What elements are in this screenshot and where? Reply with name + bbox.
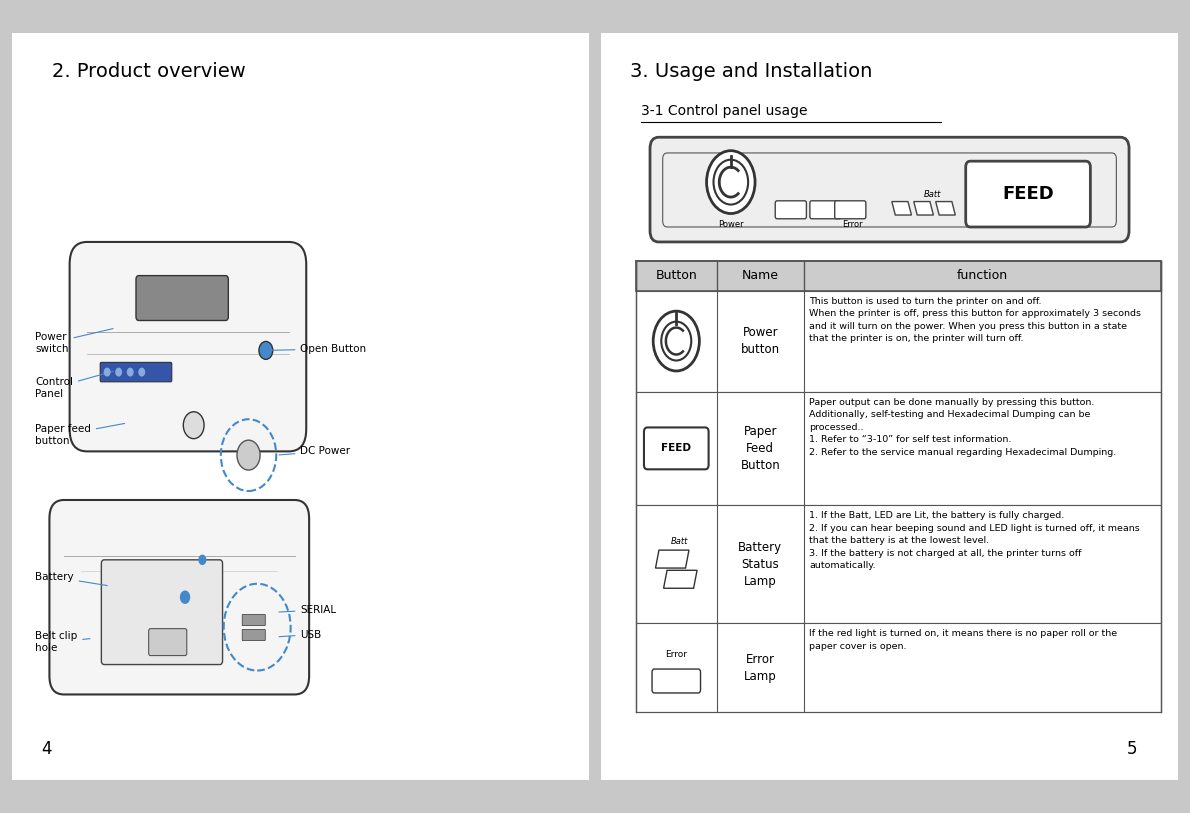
Text: SERIAL: SERIAL [278,605,337,615]
Text: Error: Error [665,650,688,659]
FancyBboxPatch shape [149,628,187,655]
Polygon shape [891,202,912,215]
Text: If the red light is turned on, it means there is no paper roll or the
paper cove: If the red light is turned on, it means … [809,629,1117,651]
FancyBboxPatch shape [966,161,1090,227]
Text: DC Power: DC Power [278,446,351,456]
Text: Power: Power [718,220,744,228]
Circle shape [115,367,123,376]
FancyBboxPatch shape [100,363,171,382]
Circle shape [237,440,261,470]
Text: 5: 5 [1127,740,1138,758]
Text: Batt: Batt [925,189,941,198]
Text: Power
switch: Power switch [35,328,113,354]
FancyBboxPatch shape [101,560,223,664]
Text: 4: 4 [40,740,51,758]
FancyBboxPatch shape [6,25,595,788]
Text: Paper output can be done manually by pressing this button.
Additionally, self-te: Paper output can be done manually by pre… [809,398,1116,457]
FancyBboxPatch shape [775,201,807,219]
Text: Error: Error [841,220,863,228]
Text: Name: Name [741,269,778,282]
Text: Batt: Batt [670,537,688,546]
Circle shape [127,367,133,376]
Text: FEED: FEED [1002,185,1054,203]
Bar [635,290,1160,392]
Text: Button: Button [656,269,697,282]
Text: FEED: FEED [662,443,691,454]
Circle shape [653,311,700,371]
Text: USB: USB [278,629,321,640]
Bar [635,261,1160,290]
Bar [635,624,1160,711]
Text: Battery
Status
Lamp: Battery Status Lamp [738,541,782,588]
Circle shape [707,150,754,214]
FancyBboxPatch shape [652,669,701,693]
FancyBboxPatch shape [136,276,228,320]
Text: 2. Product overview: 2. Product overview [52,63,246,81]
Text: Open Button: Open Button [269,344,367,354]
Circle shape [199,554,206,565]
Text: This button is used to turn the printer on and off.
When the printer is off, pre: This button is used to turn the printer … [809,297,1141,343]
Text: Error
Lamp: Error Lamp [744,653,777,683]
FancyBboxPatch shape [650,137,1129,242]
Polygon shape [935,202,956,215]
Circle shape [183,411,205,439]
Text: Power
button: Power button [740,326,779,356]
Text: Paper
Feed
Button: Paper Feed Button [740,425,781,472]
Polygon shape [656,550,689,568]
Text: 1. If the Batt, LED are Lit, the battery is fully charged.
2. If you can hear be: 1. If the Batt, LED are Lit, the battery… [809,511,1140,570]
Text: Control
Panel: Control Panel [35,372,113,398]
FancyBboxPatch shape [50,500,309,694]
Polygon shape [664,570,697,589]
FancyBboxPatch shape [595,25,1184,788]
Text: Belt clip
hole: Belt clip hole [35,632,90,653]
Circle shape [714,159,749,205]
Polygon shape [914,202,933,215]
Text: Paper feed
button: Paper feed button [35,424,125,446]
FancyBboxPatch shape [810,201,841,219]
FancyBboxPatch shape [70,242,306,451]
Circle shape [259,341,273,359]
FancyBboxPatch shape [243,629,265,641]
Circle shape [662,322,691,360]
Circle shape [104,367,111,376]
Text: function: function [957,269,1008,282]
Circle shape [138,367,145,376]
Circle shape [180,590,190,604]
Bar [635,505,1160,624]
FancyBboxPatch shape [834,201,866,219]
Text: 3-1 Control panel usage: 3-1 Control panel usage [641,103,808,118]
FancyBboxPatch shape [644,428,708,469]
Bar [635,392,1160,505]
FancyBboxPatch shape [243,615,265,626]
Text: Battery: Battery [35,572,107,585]
Text: 3. Usage and Installation: 3. Usage and Installation [630,63,872,81]
